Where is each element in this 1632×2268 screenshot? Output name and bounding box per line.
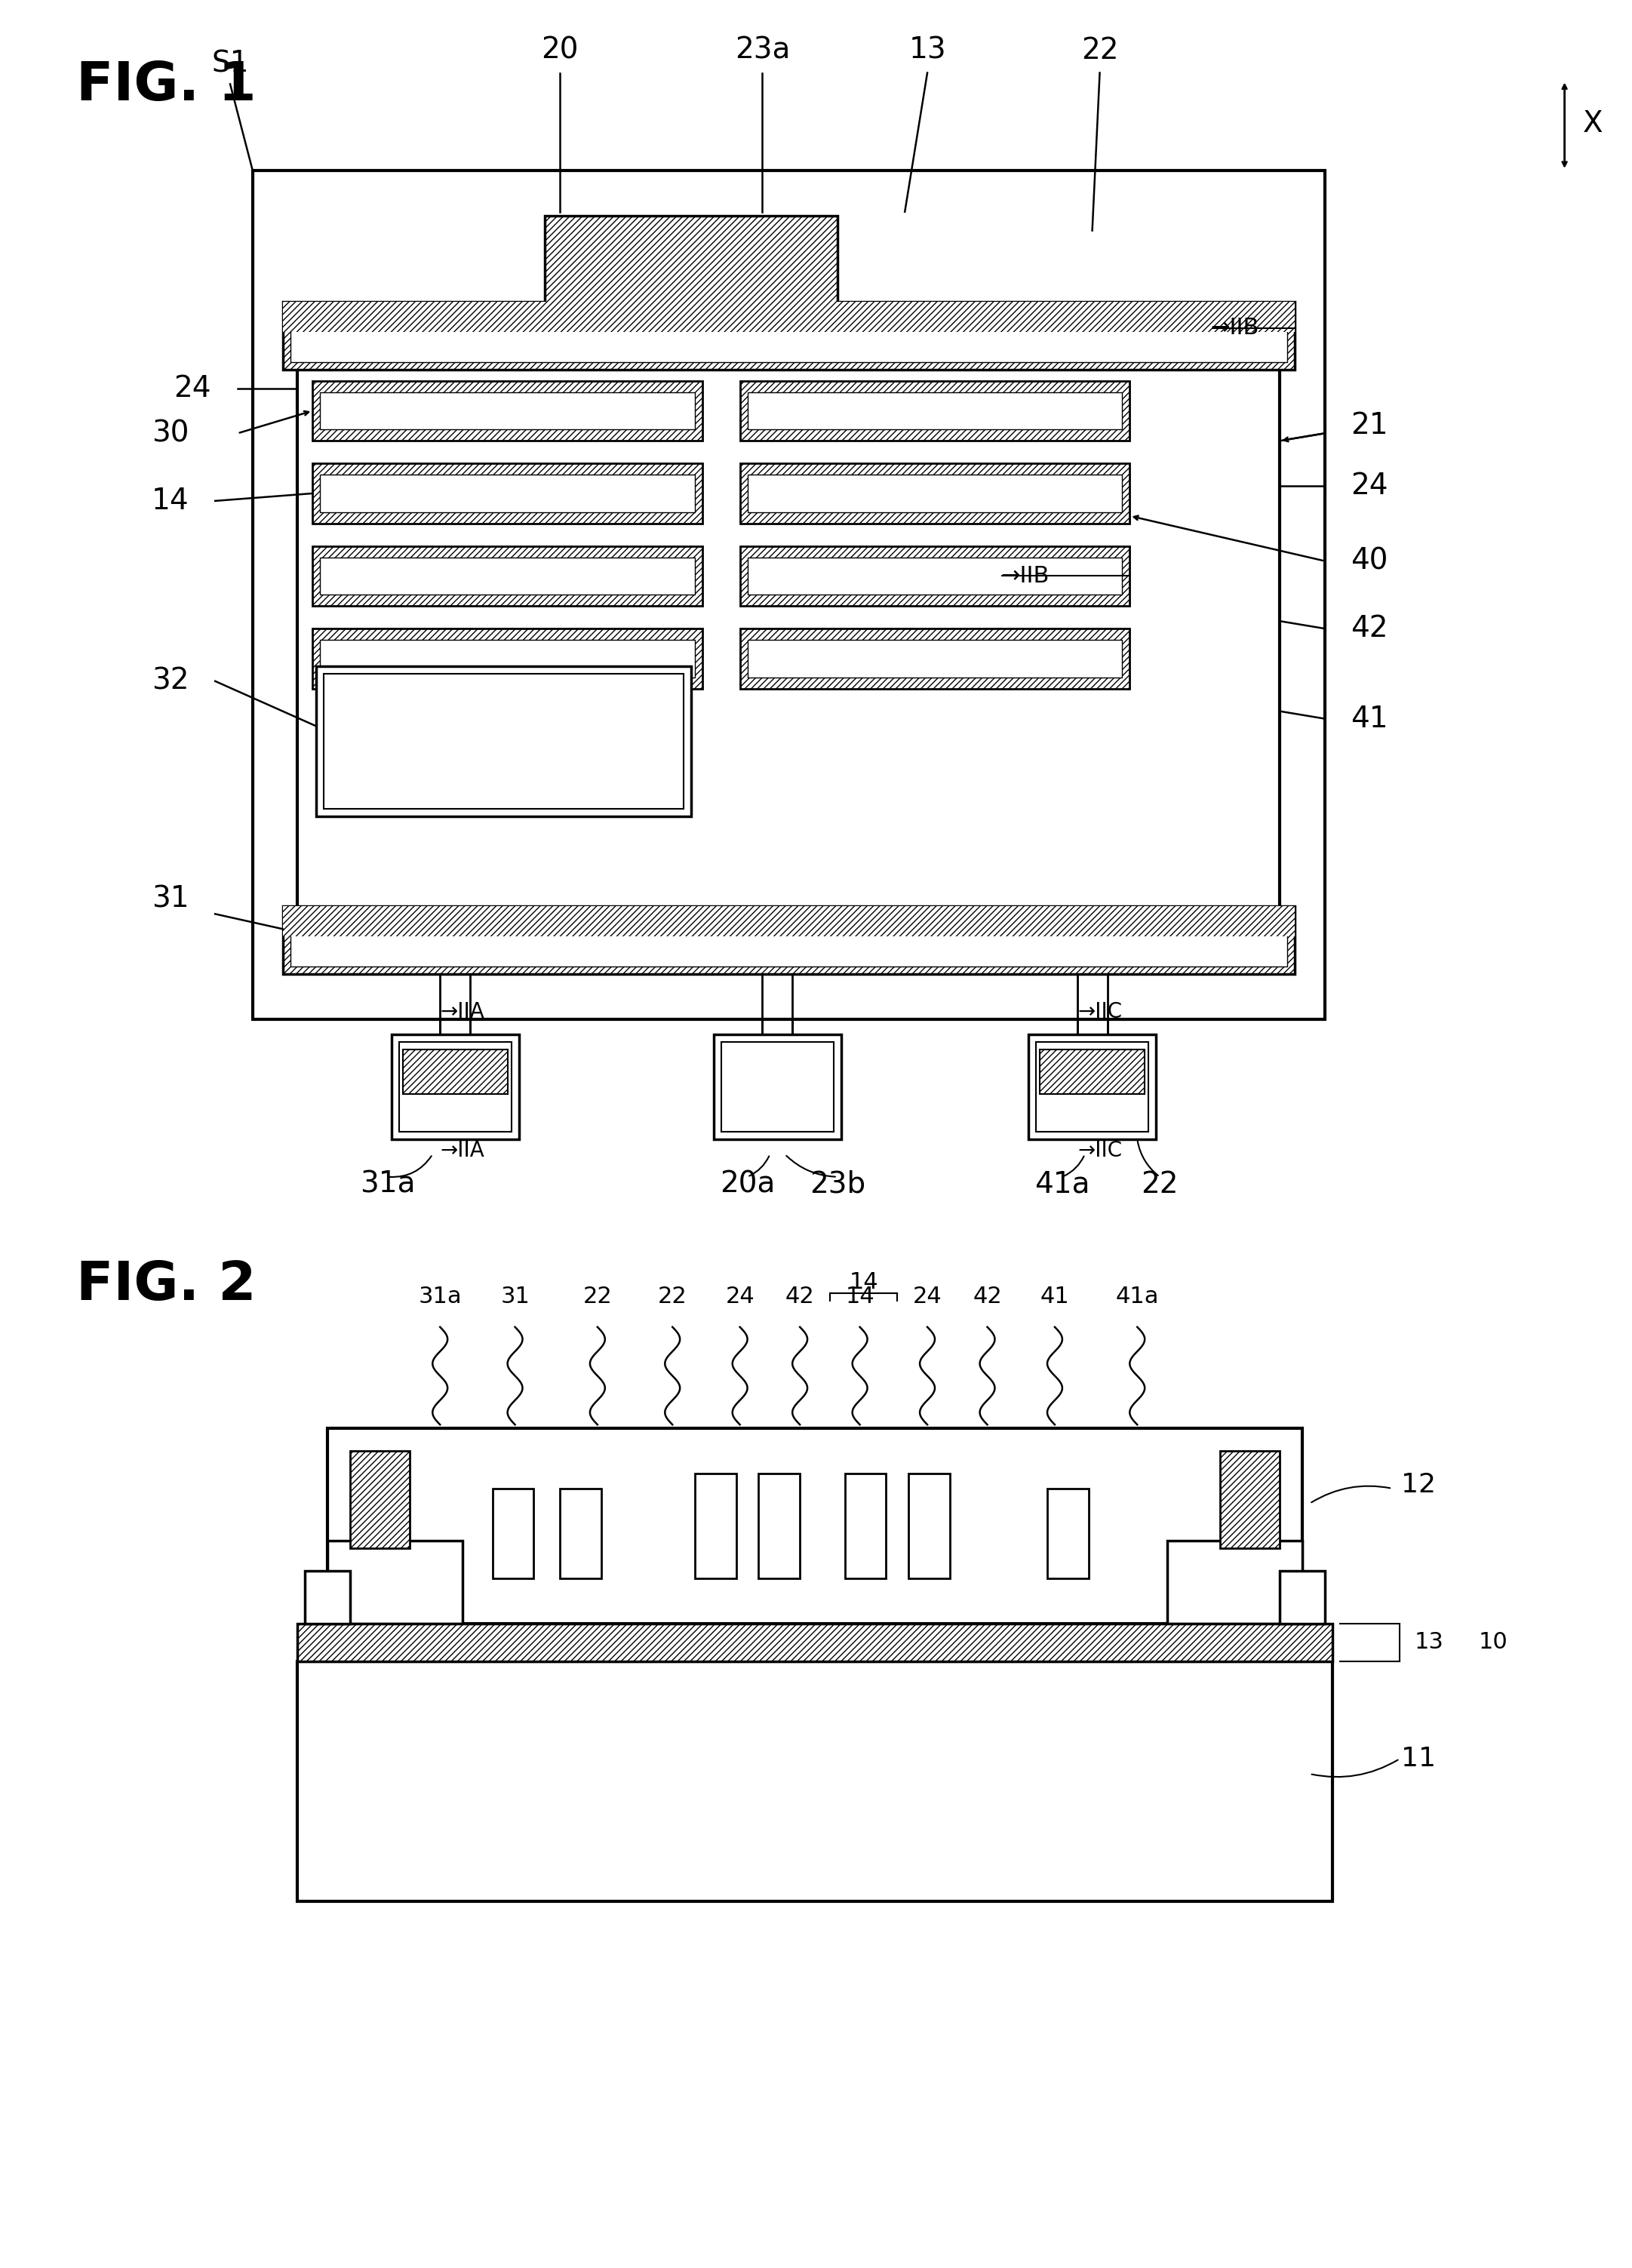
Bar bbox=[909, 1474, 950, 1579]
Bar bbox=[290, 914, 1288, 966]
Bar bbox=[695, 1474, 736, 1579]
Bar bbox=[759, 1474, 800, 1579]
Text: 31a: 31a bbox=[359, 1170, 415, 1200]
Bar bbox=[845, 1474, 886, 1579]
Bar bbox=[747, 558, 1123, 594]
Bar bbox=[323, 674, 684, 810]
Text: 22: 22 bbox=[1141, 1170, 1178, 1200]
Text: 22: 22 bbox=[1080, 36, 1118, 64]
Bar bbox=[317, 667, 692, 816]
Text: 23a: 23a bbox=[734, 36, 790, 64]
Bar bbox=[313, 381, 702, 440]
Text: 40: 40 bbox=[1351, 547, 1389, 576]
Text: 22: 22 bbox=[583, 1286, 612, 1309]
Bar bbox=[747, 474, 1123, 513]
Text: →IIA: →IIA bbox=[441, 1000, 485, 1023]
Bar bbox=[290, 308, 1288, 363]
Bar bbox=[282, 302, 1294, 370]
Text: FIG. 2: FIG. 2 bbox=[77, 1259, 256, 1311]
Text: 42: 42 bbox=[785, 1286, 814, 1309]
Text: 12: 12 bbox=[1400, 1472, 1436, 1497]
Text: FIG. 1: FIG. 1 bbox=[77, 59, 256, 111]
Text: 31: 31 bbox=[152, 885, 189, 914]
Text: 14: 14 bbox=[849, 1270, 878, 1293]
Bar bbox=[282, 907, 1294, 973]
Bar bbox=[351, 1452, 410, 1549]
Bar bbox=[313, 547, 702, 606]
Bar bbox=[1028, 1034, 1155, 1139]
Bar bbox=[1219, 1452, 1279, 1549]
Bar bbox=[320, 558, 695, 594]
Text: 13: 13 bbox=[1415, 1631, 1444, 1653]
Text: →IIC: →IIC bbox=[1077, 1000, 1123, 1023]
Bar bbox=[282, 907, 1294, 937]
Text: 41: 41 bbox=[1040, 1286, 1069, 1309]
Bar bbox=[545, 215, 837, 313]
Text: 23b: 23b bbox=[809, 1170, 865, 1200]
Bar bbox=[403, 1050, 508, 1093]
Text: 14: 14 bbox=[152, 488, 189, 515]
Bar bbox=[282, 302, 1294, 331]
Text: 31a: 31a bbox=[418, 1286, 462, 1309]
Bar bbox=[1036, 1041, 1149, 1132]
Text: 24: 24 bbox=[1351, 472, 1389, 501]
Text: →IIA: →IIA bbox=[441, 1141, 485, 1161]
Bar bbox=[721, 1041, 834, 1132]
Text: 41a: 41a bbox=[1035, 1170, 1090, 1200]
Bar bbox=[320, 392, 695, 429]
Bar bbox=[1167, 1540, 1302, 1624]
Bar bbox=[320, 640, 695, 678]
Bar bbox=[320, 474, 695, 513]
Bar bbox=[1048, 1488, 1089, 1579]
Text: 30: 30 bbox=[152, 420, 189, 447]
Bar bbox=[328, 1429, 1302, 1624]
Text: →IIB: →IIB bbox=[1211, 318, 1258, 340]
Bar bbox=[297, 365, 1279, 959]
Text: X: X bbox=[1583, 109, 1603, 138]
Text: 13: 13 bbox=[909, 36, 947, 64]
Text: S1: S1 bbox=[212, 50, 248, 77]
Bar bbox=[297, 1660, 1332, 1901]
Text: →IIB: →IIB bbox=[1000, 565, 1049, 587]
Text: 20: 20 bbox=[542, 36, 579, 64]
Bar bbox=[739, 547, 1129, 606]
Bar bbox=[1279, 1572, 1325, 1624]
Bar bbox=[305, 1572, 351, 1624]
Bar bbox=[747, 640, 1123, 678]
Bar bbox=[398, 1041, 511, 1132]
Text: 31: 31 bbox=[501, 1286, 530, 1309]
Text: 41: 41 bbox=[1351, 705, 1389, 733]
Bar bbox=[1040, 1050, 1144, 1093]
Text: →IIC: →IIC bbox=[1077, 1141, 1123, 1161]
Text: 14: 14 bbox=[845, 1286, 875, 1309]
Text: 22: 22 bbox=[658, 1286, 687, 1309]
Bar bbox=[493, 1488, 534, 1579]
Text: 21: 21 bbox=[1351, 411, 1389, 440]
Text: 32: 32 bbox=[152, 667, 189, 696]
Text: 42: 42 bbox=[1351, 615, 1389, 642]
Bar bbox=[713, 1034, 840, 1139]
Bar bbox=[253, 170, 1325, 1018]
Text: 41a: 41a bbox=[1116, 1286, 1159, 1309]
Bar bbox=[297, 1624, 1332, 1660]
Bar bbox=[313, 628, 702, 689]
Text: 20a: 20a bbox=[720, 1170, 775, 1200]
Text: 24: 24 bbox=[725, 1286, 754, 1309]
Text: 24: 24 bbox=[912, 1286, 942, 1309]
Bar bbox=[313, 463, 702, 524]
Bar bbox=[739, 381, 1129, 440]
Text: 42: 42 bbox=[973, 1286, 1002, 1309]
Bar bbox=[392, 1034, 519, 1139]
Bar bbox=[747, 392, 1123, 429]
Bar bbox=[739, 628, 1129, 689]
Text: 10: 10 bbox=[1479, 1631, 1508, 1653]
Text: 24: 24 bbox=[175, 374, 211, 404]
Bar bbox=[739, 463, 1129, 524]
Bar bbox=[560, 1488, 601, 1579]
Text: 11: 11 bbox=[1400, 1746, 1436, 1771]
Bar bbox=[328, 1540, 462, 1624]
